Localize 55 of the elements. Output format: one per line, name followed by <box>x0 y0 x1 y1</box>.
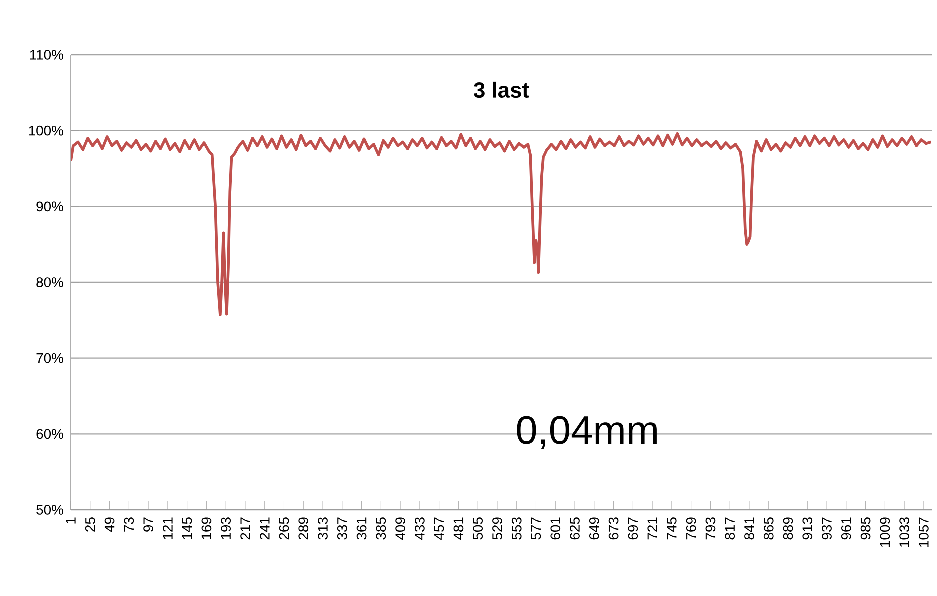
x-tick-label: 169 <box>202 518 212 540</box>
x-tick-label: 265 <box>279 518 290 540</box>
x-tick-label: 529 <box>492 518 502 540</box>
x-tick-label: 481 <box>454 518 464 540</box>
x-tick-label: 97 <box>144 518 154 532</box>
x-tick-label: 457 <box>434 518 444 540</box>
x-tick-label: 361 <box>356 518 367 540</box>
x-tick-label: 745 <box>667 518 677 540</box>
x-tick-label: 385 <box>376 518 386 540</box>
x-tick-label: 697 <box>628 518 638 540</box>
x-tick-label: 817 <box>725 518 736 540</box>
y-tick-label: 100% <box>29 126 64 136</box>
x-tick-label: 1009 <box>880 518 890 548</box>
x-tick-label: 313 <box>318 518 328 540</box>
y-tick-label: 60% <box>36 429 64 440</box>
y-tick-label: 110% <box>30 50 64 60</box>
annotation: 0,04mm <box>517 416 657 450</box>
text: 3 last <box>474 82 530 98</box>
x-tick-label: 601 <box>550 518 561 540</box>
x-tick-label: 961 <box>841 518 852 540</box>
y-tick-label: 70% <box>36 353 64 364</box>
x-tick-label: 985 <box>860 518 871 540</box>
x-tick-label: 769 <box>686 518 696 540</box>
x-tick-label: 505 <box>473 518 484 540</box>
x-tick-label: 241 <box>260 518 270 540</box>
x-tick-label: 1 <box>66 518 76 524</box>
x-tick-label: 145 <box>182 518 192 540</box>
x-tick-label: 841 <box>744 518 754 540</box>
y-tick-label: 50% <box>36 505 64 515</box>
y-tick-label: 80% <box>36 278 64 288</box>
y-tick-label: 90% <box>36 202 64 212</box>
x-tick-label: 577 <box>531 518 542 540</box>
x-tick-label: 409 <box>396 518 406 540</box>
x-tick-label: 289 <box>298 518 309 540</box>
x-tick-label: 649 <box>589 518 600 540</box>
x-tick-label: 121 <box>163 518 173 540</box>
x-tick-label: 673 <box>608 518 619 540</box>
x-tick-label: 49 <box>104 518 115 532</box>
x-tick-label: 913 <box>802 518 813 540</box>
x-tick-label: 625 <box>570 518 580 540</box>
x-tick-label: 25 <box>85 518 96 532</box>
x-tick-label: 433 <box>415 518 425 540</box>
x-tick-label: 73 <box>124 518 134 532</box>
x-tick-label: 553 <box>512 518 522 540</box>
x-tick-label: 217 <box>240 518 250 540</box>
x-tick-label: 889 <box>783 518 794 540</box>
x-tick-label: 721 <box>648 518 658 540</box>
line-series <box>71 132 932 317</box>
x-tick-label: 1033 <box>900 518 910 548</box>
x-tick-label: 1057 <box>919 518 929 548</box>
x-tick-label: 193 <box>221 518 232 540</box>
x-tick-label: 337 <box>337 518 348 540</box>
x-tick-label: 937 <box>822 518 832 540</box>
x-tick-label: 793 <box>706 518 716 540</box>
x-tick-label: 865 <box>764 518 774 540</box>
